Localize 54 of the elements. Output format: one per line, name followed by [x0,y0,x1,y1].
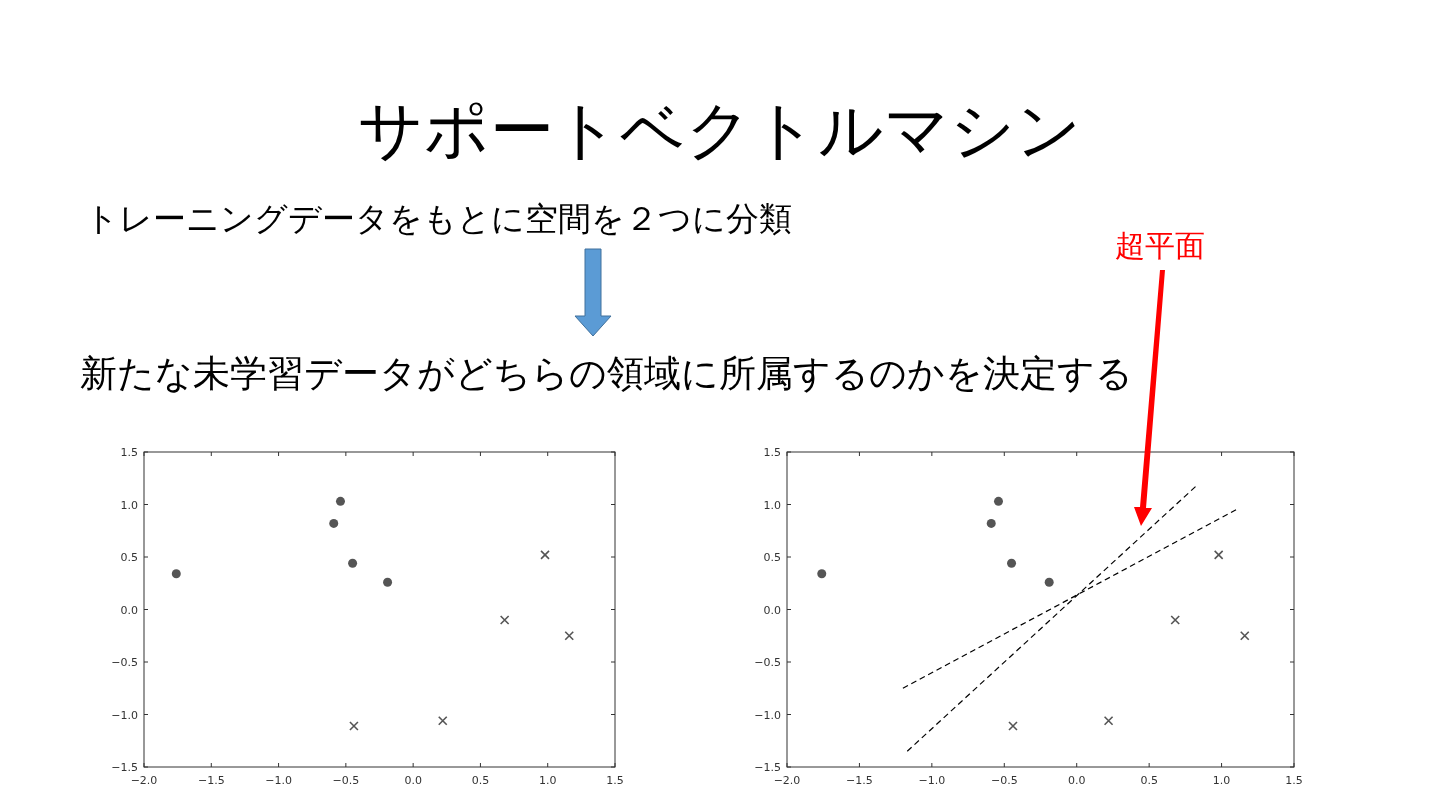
point [437,716,448,726]
y-tick-label: 1.5 [763,446,781,459]
x-tick-label: 0.5 [471,774,490,787]
point [1103,716,1114,726]
point [1008,721,1018,731]
x-tick-label: 0.0 [1067,774,1086,787]
point [564,630,575,641]
x-tick-label: −0.5 [332,774,360,787]
point [335,496,345,506]
point [1239,630,1250,641]
y-tick-label: −1.5 [754,761,781,774]
x-tick-label: 0.0 [404,774,422,787]
x-tick-label: −1.0 [918,774,946,787]
point [171,569,181,579]
point [1044,577,1054,587]
x-tick-label: 1.0 [1212,774,1231,787]
point [817,569,827,579]
point [348,558,358,568]
x-tick-label: −1.5 [846,774,873,787]
x-tick-label: −0.5 [990,774,1018,787]
point [349,721,359,731]
y-tick-label: −1.0 [111,708,138,722]
x-tick-label: −1.0 [265,774,292,787]
point [1213,550,1224,560]
point [499,615,510,625]
y-tick-label: 0.0 [763,603,781,617]
text: 超平面 [1115,228,1205,263]
point [329,518,339,528]
y-tick-label: 0.5 [763,551,781,564]
x-tick-label: 1.0 [538,774,557,787]
point [1007,558,1017,568]
y-tick-label: 1.0 [763,498,781,512]
x-tick-label: −1.5 [197,774,225,787]
point [1170,615,1181,625]
point [986,518,996,528]
x-tick-label: 0.5 [1140,774,1158,787]
point [540,550,550,560]
y-tick-label: −1.0 [754,708,781,722]
x-tick-label: −2.0 [130,774,158,787]
text: トレーニングデータをもとに空間を２つに分類 [85,199,792,238]
y-tick-label: 1.0 [120,498,138,512]
y-tick-label: −0.5 [111,656,138,669]
y-tick-label: −1.5 [111,761,138,774]
y-tick-label: 0.5 [120,551,138,564]
y-tick-label: 0.0 [120,603,138,617]
x-tick-label: 1.5 [1285,774,1303,787]
y-tick-label: −0.5 [754,656,781,669]
chart-title: サポートベクトルマシン [358,93,1082,167]
x-tick-label: −2.0 [773,774,801,787]
point [383,577,393,587]
x-tick-label: 1.5 [606,774,624,787]
y-tick-label: 1.5 [120,446,138,459]
text: 新たな未学習データがどちらの領域に所属するのかを決定する [80,352,1133,395]
point [993,496,1003,506]
